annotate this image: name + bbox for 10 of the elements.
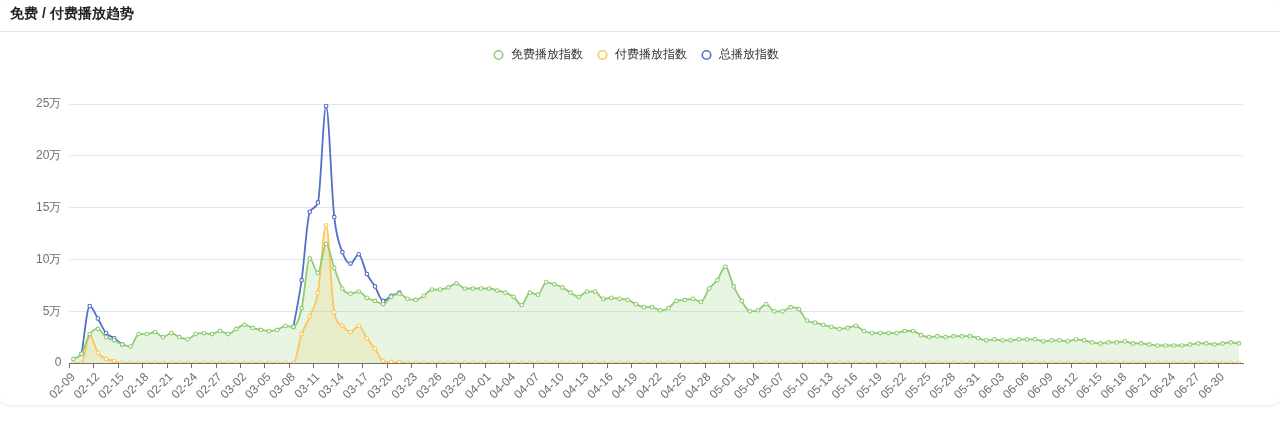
- y-tick-label: 15万: [35, 199, 62, 214]
- y-tick-label: 0: [54, 355, 62, 370]
- y-tick-label: 5万: [42, 303, 62, 318]
- legend-label: 付费播放指数: [613, 47, 687, 62]
- y-tick-label: 10万: [35, 251, 62, 266]
- y-tick-label: 25万: [35, 96, 62, 111]
- legend-label: 总播放指数: [717, 47, 779, 62]
- chart-title: 免费 / 付费播放趋势: [10, 4, 134, 23]
- y-tick-label: 20万: [35, 148, 62, 163]
- legend-label: 免费播放指数: [510, 47, 583, 62]
